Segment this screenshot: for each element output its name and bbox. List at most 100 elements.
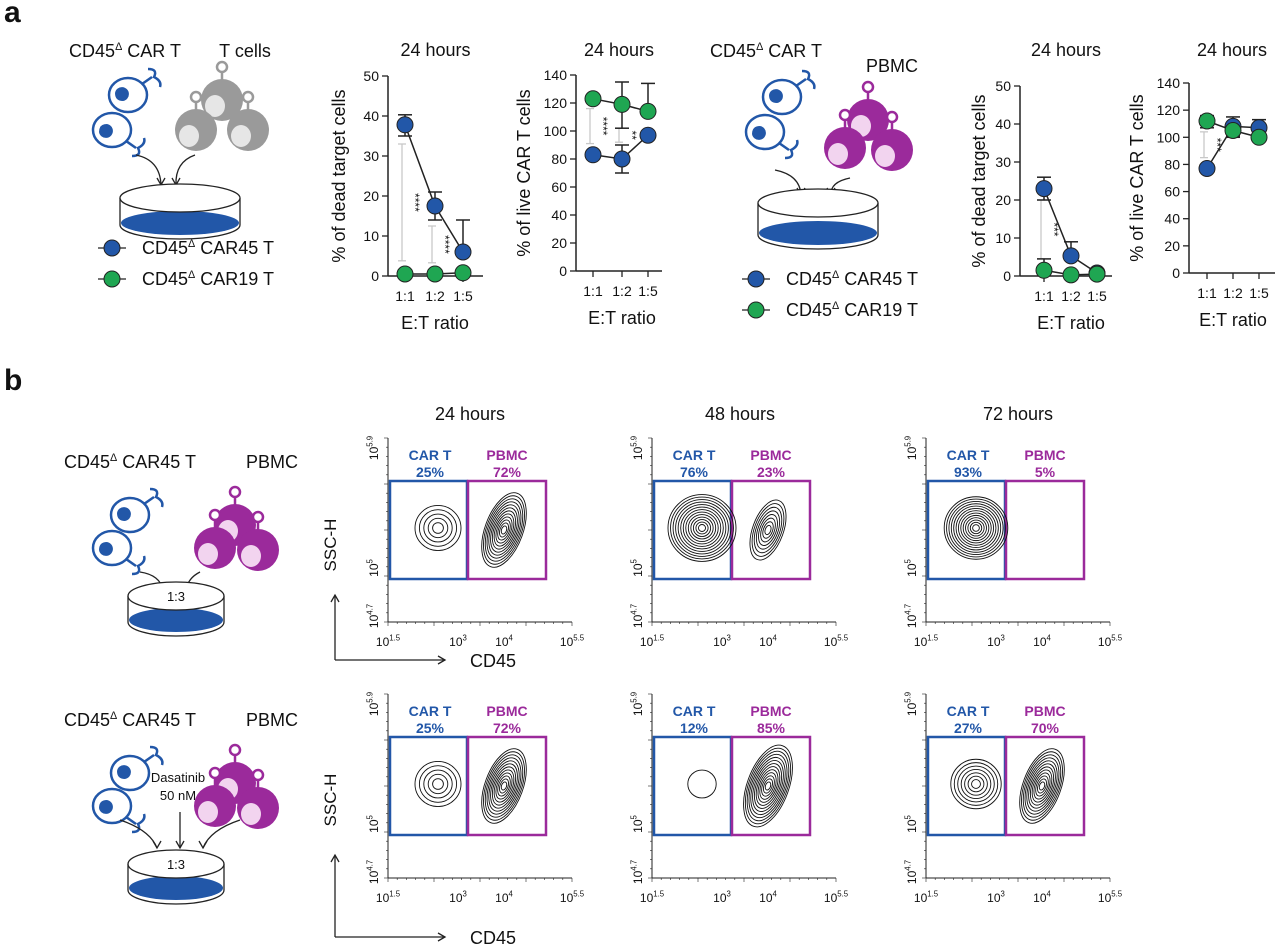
car-receptor xyxy=(125,555,146,576)
pbmc-contour xyxy=(497,775,511,797)
car-t-contour xyxy=(677,504,727,552)
car-t-percentage: 27% xyxy=(954,720,983,736)
y-tick-label: 0 xyxy=(559,263,567,279)
flow-x-tick-label: 103 xyxy=(713,634,731,649)
drug-dose-label: 50 nM xyxy=(160,788,196,803)
pbmc-contour xyxy=(1037,778,1047,794)
car-t-gate-label: CAR T xyxy=(409,447,452,463)
x-axis-label: E:T ratio xyxy=(401,313,469,333)
pbmc-gate xyxy=(730,479,812,581)
flow-y-tick-label: 104.7 xyxy=(904,860,919,884)
flow-y-axis-label: SSC-H xyxy=(321,519,340,572)
pbmc-icon xyxy=(237,768,279,829)
car-t-contour xyxy=(692,519,712,537)
drug-label: Dasatinib xyxy=(151,770,205,785)
arrow-head-icon xyxy=(437,932,447,942)
flow-y-tick-label: 104.7 xyxy=(630,604,645,628)
y-tick-label: 40 xyxy=(1164,211,1180,227)
pbmc-contour xyxy=(757,769,779,803)
pbmc-contour xyxy=(493,769,515,803)
car-receptor xyxy=(795,69,816,90)
flow-x-tick-label: 105.5 xyxy=(560,634,585,649)
pbmc-contour xyxy=(500,525,508,535)
pbmc-contour xyxy=(753,763,783,809)
pbmc-contour xyxy=(762,521,774,539)
car-t-contour xyxy=(967,775,985,793)
flow-plot xyxy=(648,437,837,626)
car-t-contour xyxy=(427,517,449,539)
pbmc-contour xyxy=(1022,754,1062,818)
x-axis-label: E:T ratio xyxy=(1199,310,1267,330)
antigen xyxy=(215,60,229,74)
data-point xyxy=(1062,247,1080,265)
pbmc-contour xyxy=(488,504,520,556)
pbmc-contour xyxy=(1029,766,1055,806)
nucleus xyxy=(117,765,131,779)
pbmc-contour xyxy=(755,510,781,550)
car-t-contour xyxy=(672,499,732,557)
antigen xyxy=(208,766,222,780)
x-tick-label: 1:1 xyxy=(1034,288,1054,304)
flow-x-axis-label: CD45 xyxy=(470,928,516,946)
cell-membrane xyxy=(744,113,786,151)
nucleus xyxy=(117,507,131,521)
pbmc-contour xyxy=(491,510,517,550)
data-point xyxy=(396,265,414,283)
arrow-head-icon xyxy=(330,853,340,863)
flow-y-tick-label: 105 xyxy=(630,558,645,576)
significance-label: *** xyxy=(1047,222,1061,236)
pbmc-contour xyxy=(486,501,522,559)
flow-y-tick-label: 104.7 xyxy=(904,604,919,628)
antigen xyxy=(208,508,222,522)
y-tick-label: 10 xyxy=(363,228,379,244)
data-point xyxy=(1198,112,1216,130)
arrow-head-icon xyxy=(198,840,208,850)
y-tick-label: 20 xyxy=(551,235,567,251)
pbmc-percentage: 23% xyxy=(757,464,786,480)
flow-plot xyxy=(922,437,1111,626)
nucleus xyxy=(198,801,218,823)
nucleus xyxy=(752,126,766,140)
car-t-contour xyxy=(955,507,997,549)
culture-dish-icon xyxy=(757,188,879,250)
pbmc-contour xyxy=(1031,769,1053,803)
flow-x-tick-label: 101.5 xyxy=(376,634,401,649)
antigen xyxy=(189,90,203,104)
flow-y-tick-label: 105.9 xyxy=(366,692,381,716)
car-t-cell-icon xyxy=(91,787,146,834)
car-t-gate-label: CAR T xyxy=(673,447,716,463)
legend-marker xyxy=(103,239,121,257)
culture-dish-icon: 1:3 xyxy=(127,849,225,905)
car-t-contour xyxy=(685,511,719,545)
y-tick-label: 120 xyxy=(544,95,568,111)
y-tick-label: 30 xyxy=(363,148,379,164)
car-receptor xyxy=(778,139,799,160)
pbmc-gate xyxy=(466,479,548,581)
car-t-contour xyxy=(953,762,999,806)
flow-x-tick-label: 101.5 xyxy=(640,634,665,649)
car-t-contour xyxy=(950,758,1002,810)
data-point xyxy=(613,150,631,168)
pbmc-contour xyxy=(493,513,515,547)
car-t-contour xyxy=(957,510,995,546)
y-tick-label: 50 xyxy=(995,78,1011,94)
data-point xyxy=(1035,180,1053,198)
chart-title: 24 hours xyxy=(584,40,654,60)
car-t-contour xyxy=(969,521,983,535)
schematic-effector-label: CD45Δ CAR45 T xyxy=(64,710,196,730)
data-point xyxy=(584,146,602,164)
flow-plot xyxy=(384,693,573,882)
car-t-cell-icon xyxy=(109,487,164,534)
nucleus xyxy=(99,800,113,814)
antigen xyxy=(228,743,242,757)
flow-y-tick-label: 105 xyxy=(366,814,381,832)
pbmc-contour xyxy=(1024,757,1060,815)
pbmc-percentage: 70% xyxy=(1031,720,1060,736)
y-tick-label: 10 xyxy=(995,230,1011,246)
x-tick-label: 1:2 xyxy=(1061,288,1081,304)
pbmc-icon xyxy=(824,108,866,169)
y-tick-label: 120 xyxy=(1157,102,1181,118)
pbmc-contour xyxy=(1021,751,1063,821)
pbmc-contour xyxy=(749,499,787,561)
nucleus xyxy=(115,87,129,101)
